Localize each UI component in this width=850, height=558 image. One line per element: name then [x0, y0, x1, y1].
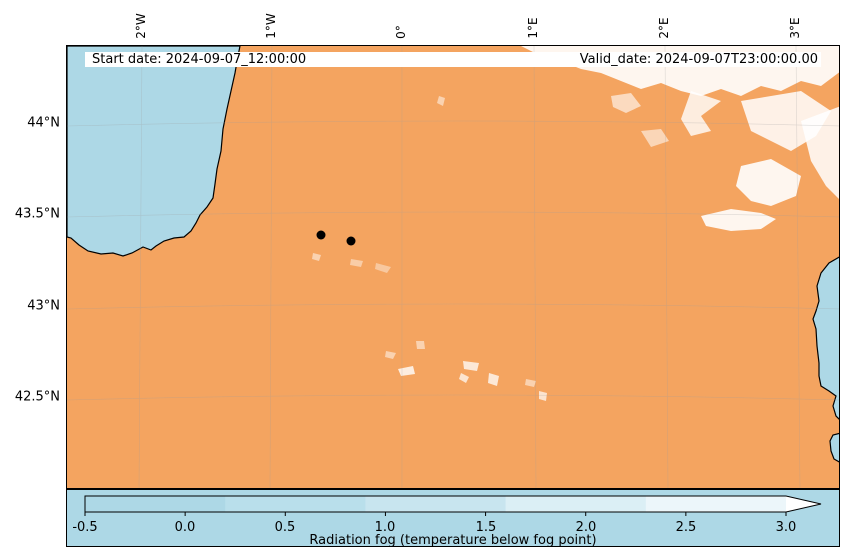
colorbar-tick-1: 0.0 [174, 520, 196, 535]
lat-tick-42-5n: 42.5°N [14, 389, 60, 405]
valid-date-label: Valid_date: 2024-09-07T23:00:00.00 [579, 52, 818, 67]
colorbar-tick-2: 0.5 [274, 520, 296, 535]
colorbar-tick-7: 3.0 [775, 520, 797, 535]
bay-of-biscay-sea [67, 46, 241, 257]
mediterranean-sea [812, 256, 839, 420]
lon-tick-1e: 1°E [526, 17, 540, 39]
station-marker-1 [316, 230, 326, 240]
map-panel [66, 45, 840, 489]
map-canvas [67, 46, 839, 488]
colorbar-label: Radiation fog (temperature below fog poi… [309, 533, 597, 548]
graticule [67, 46, 839, 488]
lon-tick-2e: 2°E [657, 17, 671, 39]
info-bar [85, 52, 821, 67]
lat-tick-43n: 43°N [27, 298, 60, 314]
lat-tick-43-5n: 43.5°N [14, 206, 60, 222]
station-marker-2 [346, 236, 356, 246]
colorbar-tick-3: 1.0 [374, 520, 396, 535]
mediterranean-sea-south [829, 432, 839, 463]
start-date-label: Start date: 2024-09-07_12:00:00 [92, 52, 307, 67]
lat-tick-44n: 44°N [27, 115, 60, 131]
lon-tick-2w: 2°W [134, 13, 148, 39]
lon-tick-0: 0° [394, 25, 408, 39]
fog-patches [312, 46, 839, 401]
lon-tick-3e: 3°E [788, 17, 802, 39]
lon-tick-1w: 1°W [264, 13, 278, 39]
colorbar-tick-4: 1.5 [475, 520, 497, 535]
colorbar-tick-6: 2.5 [675, 520, 697, 535]
colorbar-tick-0: -0.5 [72, 520, 98, 535]
colorbar-tick-5: 2.0 [575, 520, 597, 535]
